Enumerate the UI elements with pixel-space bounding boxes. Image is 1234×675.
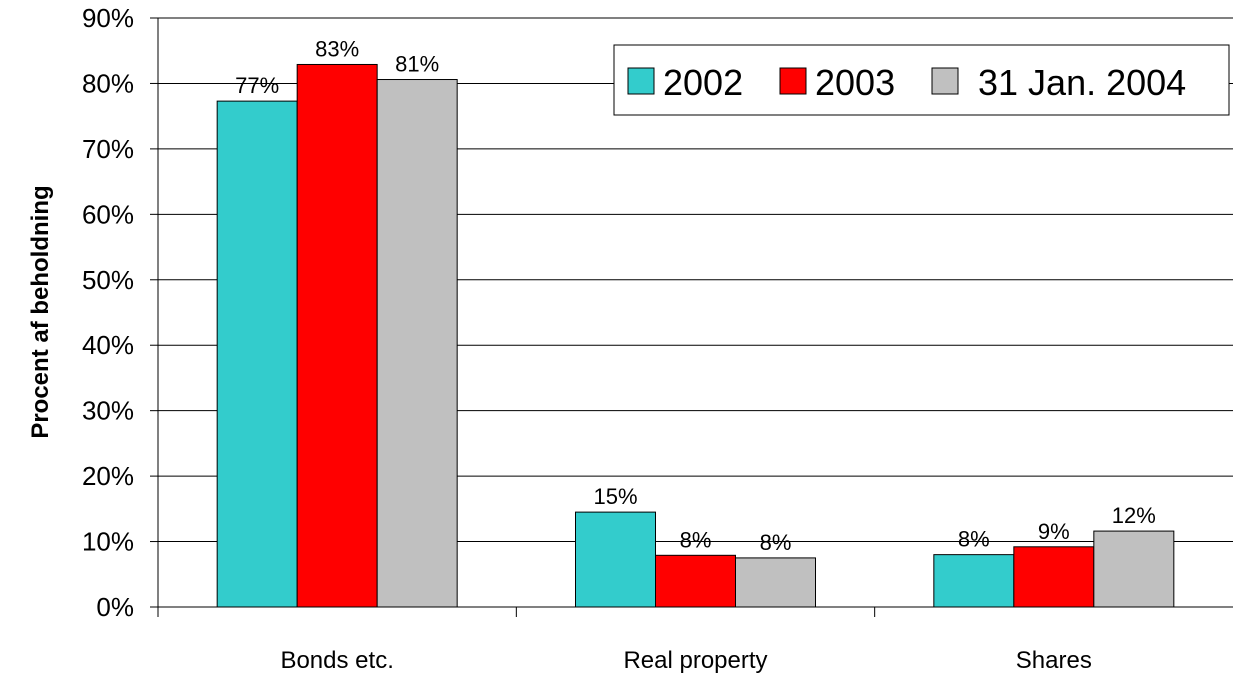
legend-swatch (779, 67, 807, 95)
y-axis-ticks: 0% 10% 20% 30% 40% 50% 60% 70% 80% 90% (82, 3, 158, 622)
y-tick-label: 10% (82, 527, 134, 557)
bars (216, 63, 1175, 608)
bar (655, 554, 736, 608)
bar (575, 511, 656, 608)
y-tick-label: 80% (82, 68, 134, 98)
data-label: 8% (958, 527, 990, 552)
y-tick-label: 60% (82, 199, 134, 229)
bar (1013, 546, 1095, 608)
data-label: 77% (235, 73, 279, 98)
legend-label: 31 Jan. 2004 (978, 62, 1186, 103)
legend-swatch (931, 67, 959, 95)
bar (376, 79, 458, 608)
bar (1093, 530, 1175, 608)
y-tick-label: 0% (96, 592, 134, 622)
x-category-label: Shares (1016, 647, 1092, 674)
y-tick-label: 30% (82, 396, 134, 426)
data-label: 8% (760, 530, 792, 555)
data-label: 81% (395, 52, 439, 77)
x-axis-categories: Bonds etc. Real property Shares (157, 607, 1092, 674)
axes (157, 18, 1233, 608)
y-tick-label: 90% (82, 3, 134, 33)
legend-box (613, 44, 1230, 116)
bar (216, 100, 298, 608)
y-tick-label: 40% (82, 330, 134, 360)
legend: 2002 2003 31 Jan. 2004 (613, 44, 1230, 116)
y-tick-label: 70% (82, 134, 134, 164)
y-tick-label: 20% (82, 461, 134, 491)
data-label: 8% (680, 527, 712, 552)
data-label: 15% (593, 484, 637, 509)
y-axis-title: Procent af beholdning (27, 185, 54, 438)
bar (933, 554, 1015, 608)
y-tick-label: 50% (82, 265, 134, 295)
x-category-label: Bonds etc. (280, 647, 393, 674)
legend-label: 2003 (815, 62, 895, 103)
bar (296, 63, 378, 608)
bar (735, 557, 816, 608)
data-label: 83% (315, 36, 359, 61)
data-label: 12% (1112, 503, 1156, 528)
legend-label: 2002 (663, 62, 743, 103)
data-labels: 77% 83% 81% 15% 8% 8% 8% 9% 12% (235, 36, 1156, 554)
x-category-label: Real property (623, 647, 767, 674)
data-label: 9% (1038, 519, 1070, 544)
legend-swatch (627, 67, 655, 95)
